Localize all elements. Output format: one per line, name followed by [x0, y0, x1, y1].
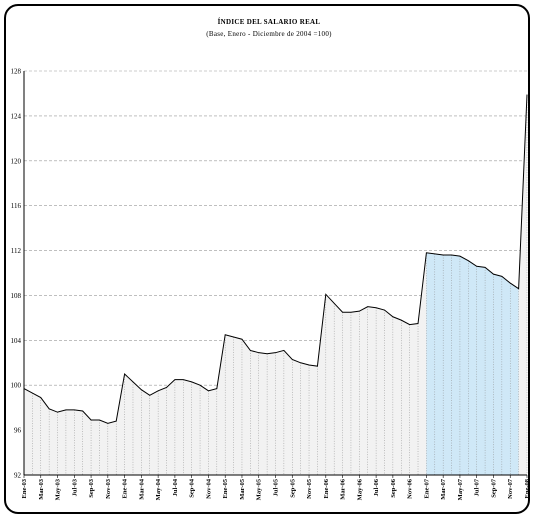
- x-tick-label: Nov-05: [306, 478, 313, 499]
- x-tick-label: Jul-06: [373, 478, 380, 496]
- y-tick-label: 128: [11, 68, 22, 76]
- x-tick-label: Ene-06: [323, 478, 330, 498]
- x-tick-label: Nov-04: [205, 478, 212, 499]
- x-tick-label: Ene-05: [222, 478, 229, 498]
- x-tick-label: Sep-06: [390, 478, 397, 498]
- x-tick-label: May-06: [356, 478, 363, 500]
- y-tick-label: 116: [11, 202, 22, 210]
- x-tick-label: Jul-05: [273, 478, 280, 496]
- x-tick-label: Sep-04: [189, 478, 196, 498]
- y-tick-label: 96: [14, 427, 22, 435]
- x-tick-label: Nov-07: [507, 478, 514, 499]
- chart-title: ÍNDICE DEL SALARIO REAL: [217, 18, 321, 26]
- y-tick-label: 100: [11, 382, 22, 390]
- x-tick-label: May-07: [457, 478, 464, 500]
- area-fill-2008: [518, 94, 527, 476]
- x-tick-label: Ene-08: [524, 478, 531, 498]
- series-line: [23, 94, 528, 424]
- x-tick-label: Jul-04: [172, 478, 179, 496]
- x-tick-label: Jul-07: [474, 478, 481, 496]
- x-tick-label: Nov-03: [105, 478, 112, 499]
- area-fill-2007: [426, 252, 519, 475]
- x-tick-label: Jul-03: [71, 478, 78, 496]
- x-tick-label: Mar-03: [38, 478, 45, 499]
- y-tick-label: 92: [14, 472, 22, 480]
- x-tick-label: Sep-03: [88, 478, 95, 498]
- x-tick-label: Mar-05: [239, 478, 246, 499]
- y-tick-label: 112: [11, 247, 22, 255]
- x-tick-label: Mar-04: [138, 478, 145, 499]
- y-tick-label: 104: [11, 337, 22, 345]
- area-fill-2003-2006: [24, 252, 427, 475]
- x-tick-label: Ene-04: [122, 478, 129, 498]
- x-tick-label: May-03: [55, 478, 62, 500]
- x-tick-label: Nov-06: [407, 478, 414, 499]
- x-tick-label: Sep-07: [490, 478, 497, 498]
- y-tick-label: 124: [11, 112, 22, 120]
- x-tick-label: Ene-07: [423, 478, 430, 498]
- x-tick-label: May-05: [256, 478, 263, 500]
- x-tick-label: May-04: [155, 478, 162, 500]
- x-tick-label: Ene-03: [21, 478, 28, 498]
- x-tick-label: Mar-07: [440, 478, 447, 499]
- x-tick-label: Mar-06: [340, 478, 347, 499]
- chart-subtitle: (Base, Enero - Diciembre de 2004 =100): [206, 30, 332, 38]
- x-tick-label: Sep-05: [289, 478, 296, 498]
- y-tick-label: 108: [11, 292, 22, 300]
- y-tick-label: 120: [11, 157, 22, 165]
